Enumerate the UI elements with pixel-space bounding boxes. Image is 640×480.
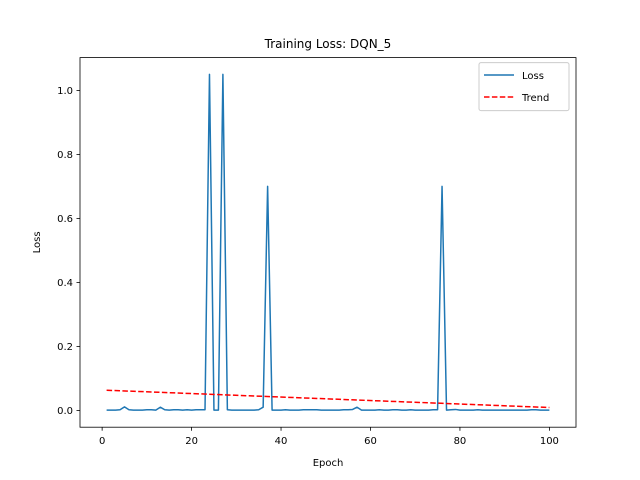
series-layer: [106, 73, 550, 411]
x-tick-label: 20: [185, 436, 198, 447]
x-tick-label: 100: [540, 436, 559, 447]
plot-area: [80, 57, 576, 428]
axes-frame: [79, 57, 577, 428]
y-axis-label: Loss: [32, 231, 43, 253]
x-tick-label: 80: [454, 436, 467, 447]
legend-label-trend: Trend: [521, 93, 549, 104]
series-line-loss: [106, 73, 550, 411]
y-tick-label: 1.0: [57, 86, 73, 97]
x-tick-label: 60: [364, 436, 377, 447]
x-axis-ticks: 0 20 40 60 80 100: [99, 427, 559, 447]
y-tick-label: 0.0: [57, 406, 73, 417]
y-tick-label: 0.8: [57, 150, 73, 161]
y-axis-ticks: 0.0 0.2 0.4 0.6 0.8 1.0: [57, 86, 80, 417]
y-tick-label: 0.6: [57, 214, 73, 225]
x-tick-label: 40: [275, 436, 288, 447]
x-axis-label: Epoch: [313, 458, 344, 469]
legend: Loss Trend: [478, 62, 570, 112]
y-tick-label: 0.2: [57, 342, 73, 353]
x-tick-label: 0: [99, 436, 105, 447]
series-line-trend: [106, 389, 550, 409]
legend-label-loss: Loss: [522, 71, 544, 82]
y-tick-label: 0.4: [57, 278, 73, 289]
chart-title: Training Loss: DQN_5: [264, 37, 392, 51]
